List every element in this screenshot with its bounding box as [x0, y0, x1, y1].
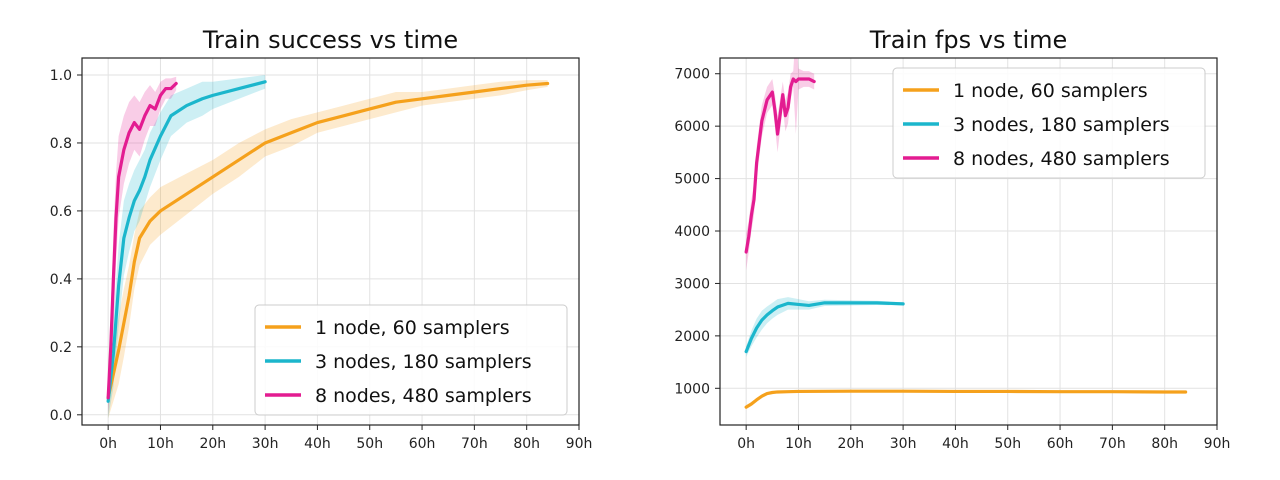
y-tick-label: 7000: [674, 67, 710, 83]
x-tick-label: 70h: [1099, 436, 1126, 452]
legend: 1 node, 60 samplers 3 nodes, 180 samplers…: [892, 67, 1206, 179]
legend-box: [254, 304, 568, 416]
x-tick-label: 50h: [994, 436, 1021, 452]
x-tick-label: 80h: [1151, 436, 1178, 452]
series-band-0: [108, 80, 548, 419]
legend-label-1: 3 nodes, 180 samplers: [315, 351, 532, 373]
y-tick-label: 1.0: [50, 68, 72, 84]
series-layer: [744, 58, 1188, 410]
x-tick-label: 60h: [1047, 436, 1074, 452]
y-tick-label: 1000: [674, 381, 710, 397]
legend-box: [892, 67, 1206, 179]
x-tick-label: 40h: [304, 436, 331, 452]
series-layer: [106, 74, 550, 419]
x-tick-label: 20h: [199, 436, 226, 452]
x-tick-label: 0h: [99, 436, 117, 452]
y-tick-label: 2000: [674, 329, 710, 345]
y-tick-label: 5000: [674, 172, 710, 188]
x-tick-label: 30h: [252, 436, 279, 452]
series-band-2: [746, 58, 815, 271]
chart-train-success: Train success vs time 0h 10h 20h 30h 40h 50h 60…: [50, 26, 593, 452]
y-tick-label: 0.2: [50, 340, 72, 356]
series-line-1: [744, 301, 905, 354]
y-tick-label: 3000: [674, 276, 710, 292]
legend: 1 node, 60 samplers 3 nodes, 180 samplers…: [254, 304, 568, 416]
series-band-1: [108, 74, 266, 419]
legend-label-2: 8 nodes, 480 samplers: [953, 148, 1170, 170]
series-line-2: [744, 77, 816, 254]
x-tick-label: 50h: [356, 436, 383, 452]
y-tick-label: 6000: [674, 119, 710, 135]
x-tick-label: 70h: [461, 436, 488, 452]
chart-title: Train success vs time: [202, 26, 458, 54]
chart-train-fps: Train fps vs time 0h 10h 20h 30h 40h 50h 60h 70h…: [674, 26, 1231, 452]
x-tick-label: 10h: [785, 436, 812, 452]
x-tick-label: 10h: [147, 436, 174, 452]
x-tick-label: 20h: [837, 436, 864, 452]
x-tick-label: 0h: [737, 436, 755, 452]
plot-frame: [719, 57, 1218, 426]
series-line-0: [106, 81, 550, 400]
series-line-2: [106, 81, 178, 400]
x-tick-label: 40h: [942, 436, 969, 452]
chart-title: Train fps vs time: [869, 26, 1068, 54]
legend-label-0: 1 node, 60 samplers: [315, 317, 510, 339]
y-tick-label: 0.0: [50, 408, 72, 424]
y-tick-label: 0.4: [50, 272, 72, 288]
legend-label-0: 1 node, 60 samplers: [953, 80, 1148, 102]
x-tick-label: 90h: [1204, 436, 1231, 452]
x-tick-label: 30h: [890, 436, 917, 452]
plot-frame: [81, 57, 580, 426]
series-line-0: [744, 389, 1188, 409]
y-tick-label: 0.6: [50, 204, 72, 220]
x-tick-label: 80h: [513, 436, 540, 452]
legend-label-1: 3 nodes, 180 samplers: [953, 114, 1170, 136]
y-tick-label: 4000: [674, 224, 710, 240]
x-tick-label: 60h: [409, 436, 436, 452]
series-band-1: [746, 297, 904, 357]
legend-label-2: 8 nodes, 480 samplers: [315, 385, 532, 407]
x-tick-label: 90h: [566, 436, 593, 452]
series-band-2: [108, 76, 177, 415]
y-tick-label: 0.8: [50, 136, 72, 152]
series-line-1: [106, 80, 267, 403]
